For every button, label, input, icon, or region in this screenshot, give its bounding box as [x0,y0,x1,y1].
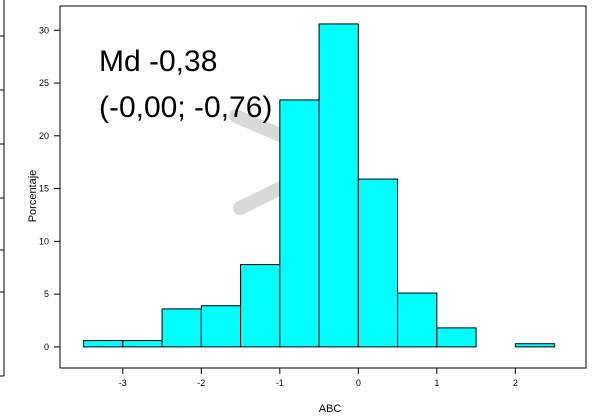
y-axis-label: Porcentaje [27,170,39,223]
left-edge-fragment [0,0,5,377]
histogram-bar-9 [436,327,477,348]
x-tick-label-2: 2 [513,378,518,388]
x-tick-label-1: 1 [434,378,439,388]
y-tick-label-30: 30 [39,25,49,35]
bars [83,23,556,348]
y-tick-label-0: 0 [44,342,49,352]
x-axis-label: ABC [319,403,342,415]
histogram-bar-8 [397,292,438,348]
x-tick-label-0: 0 [356,378,361,388]
median-annotation: Md -0,38 [99,45,217,78]
plot-frame [59,5,587,369]
histogram-bar-7 [357,178,399,348]
histogram-bar-11 [514,343,556,348]
histogram-bar-2 [161,308,202,348]
y-tick-label-15: 15 [39,184,49,194]
x-tick-label--3: -3 [119,378,127,388]
histogram-bar-3 [200,305,242,348]
y-tick-label-10: 10 [39,236,49,246]
x-tick-label--1: -1 [276,378,284,388]
axes: 0 5 10 15 20 25 30 -3 -2 -1 0 1 2 [39,5,587,388]
y-tick-label-5: 5 [44,289,49,299]
confidence-interval-annotation: (-0,00; -0,76) [99,91,272,124]
y-tick-label-20: 20 [39,131,49,141]
y-tick-label-25: 25 [39,78,49,88]
histogram-bar-0 [83,340,124,348]
x-tick-label--2: -2 [197,378,205,388]
histogram-bar-1 [122,340,163,348]
histogram-bar-5 [279,99,320,348]
histogram-bar-6 [318,23,359,348]
histogram-bar-4 [240,264,281,348]
